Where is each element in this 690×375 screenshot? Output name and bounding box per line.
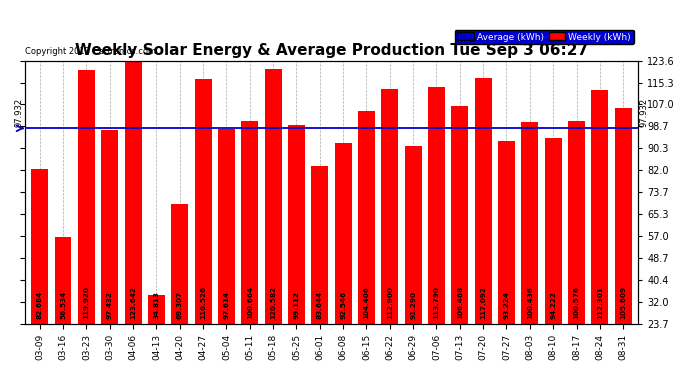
Text: 100.576: 100.576	[573, 286, 580, 319]
Text: 100.664: 100.664	[247, 286, 253, 319]
Text: 100.436: 100.436	[527, 286, 533, 319]
Text: 97.432: 97.432	[107, 291, 112, 319]
Text: 69.307: 69.307	[177, 291, 183, 319]
Bar	[545, 138, 562, 375]
Text: Copyright 2013 Cartronics.com: Copyright 2013 Cartronics.com	[25, 47, 156, 56]
Bar	[311, 166, 328, 375]
Bar	[101, 130, 118, 375]
Text: 105.609: 105.609	[620, 286, 627, 319]
Bar	[475, 78, 491, 375]
Bar	[241, 121, 258, 375]
Bar	[78, 70, 95, 375]
Bar	[31, 168, 48, 375]
Text: 112.301: 112.301	[597, 286, 603, 319]
Text: 83.644: 83.644	[317, 291, 323, 319]
Text: 106.468: 106.468	[457, 286, 463, 319]
Text: 82.684: 82.684	[37, 291, 43, 319]
Text: 99.112: 99.112	[293, 291, 299, 319]
Text: 112.900: 112.900	[387, 286, 393, 319]
Bar	[568, 122, 585, 375]
Bar	[522, 122, 538, 375]
Text: 34.813: 34.813	[153, 291, 159, 319]
Text: 97.614: 97.614	[224, 291, 230, 319]
Bar	[358, 111, 375, 375]
Bar	[498, 141, 515, 375]
Bar	[615, 108, 631, 375]
Bar	[428, 87, 445, 375]
Bar	[591, 90, 609, 375]
Text: 119.920: 119.920	[83, 286, 90, 319]
Text: 93.224: 93.224	[504, 291, 509, 319]
Bar	[55, 237, 72, 375]
Bar	[125, 61, 141, 375]
Text: 97.932: 97.932	[14, 98, 23, 127]
Text: 113.790: 113.790	[433, 286, 440, 319]
Text: 94.222: 94.222	[550, 291, 556, 319]
Text: 123.642: 123.642	[130, 286, 136, 319]
Text: 56.534: 56.534	[60, 291, 66, 319]
Bar	[335, 142, 351, 375]
Bar	[288, 125, 305, 375]
Title: Weekly Solar Energy & Average Production Tue Sep 3 06:27: Weekly Solar Energy & Average Production…	[75, 43, 588, 58]
Bar	[451, 106, 469, 375]
Text: 116.526: 116.526	[200, 286, 206, 319]
Bar	[148, 295, 165, 375]
Text: 117.092: 117.092	[480, 286, 486, 319]
Legend: Average (kWh), Weekly (kWh): Average (kWh), Weekly (kWh)	[455, 30, 634, 44]
Bar	[195, 80, 212, 375]
Bar	[265, 69, 282, 375]
Text: 91.290: 91.290	[410, 291, 416, 319]
Bar	[218, 129, 235, 375]
Text: 92.546: 92.546	[340, 291, 346, 319]
Bar	[382, 89, 398, 375]
Text: 97.932: 97.932	[640, 98, 649, 127]
Text: 104.406: 104.406	[364, 286, 369, 319]
Text: 120.582: 120.582	[270, 286, 276, 319]
Bar	[171, 204, 188, 375]
Bar	[405, 146, 422, 375]
